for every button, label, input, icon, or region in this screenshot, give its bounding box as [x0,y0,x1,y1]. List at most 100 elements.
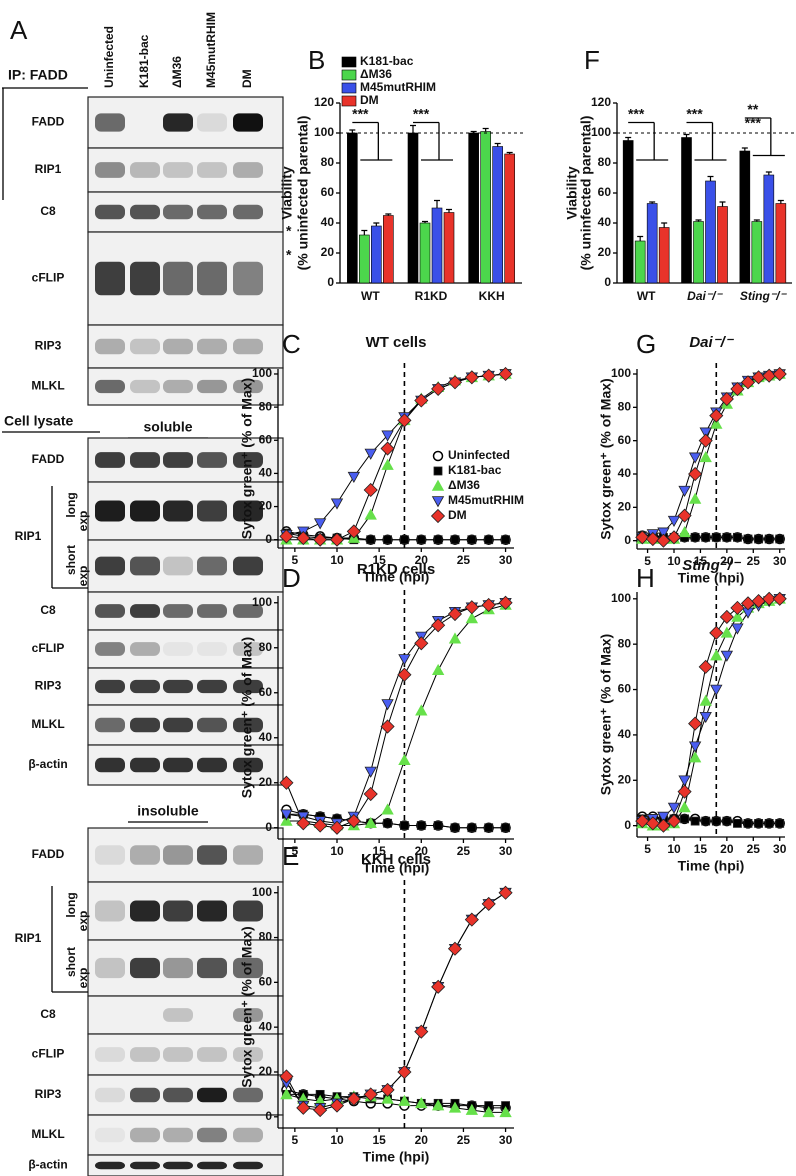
marker [709,625,724,640]
marker [329,820,345,835]
marker [380,719,395,734]
blot-band [130,604,160,618]
marker [398,753,411,766]
blot-band [130,900,160,922]
legend-label: K181-bac [360,54,414,68]
blot-band [163,679,193,694]
error-bar [695,219,702,222]
legend-label: M45mutRHIM [360,80,436,94]
error-bar [719,201,726,207]
x-axis-label: Time (hpi) [678,570,745,586]
error-bar [373,222,380,226]
blot-band [197,679,227,694]
error-bar [422,220,428,223]
marker [313,818,328,833]
y-tick-label: 100 [314,125,334,139]
marker [498,595,513,610]
error-bar [446,208,452,213]
marker [313,518,327,530]
bar [705,180,716,284]
lane-label: DM [240,69,254,88]
marker [711,532,721,542]
x-tick-label: 30 [773,842,787,856]
blot-band [233,1127,263,1143]
legend-label: K181-bac [448,463,502,477]
y-axis-label: (% uninfected parental) [295,116,311,271]
bar [646,203,658,284]
blot-band [95,556,125,576]
blot-band [197,338,227,355]
marker [722,816,732,826]
marker [296,530,311,546]
y-tick-label: 0 [624,818,631,832]
y-axis-label: Sytox green⁺ (% of Max) [239,637,255,798]
row-label: RIP3 [35,339,62,353]
marker [482,1105,495,1118]
blot-band [233,957,263,979]
x-tick-label: 20 [415,1133,429,1147]
blot-band [233,556,263,576]
x-tick-label: 10 [330,553,344,567]
y-tick-label: 0 [327,275,334,289]
blot-band [130,261,160,296]
blot-strip [87,1033,284,1076]
blot-band [95,604,125,618]
error-bar [741,147,748,151]
marker [381,458,394,470]
exposure-label: long [64,892,78,917]
marker [431,1099,445,1111]
legend-marker [431,479,445,491]
marker [678,775,691,787]
error-bar [661,222,668,228]
marker [698,659,713,674]
marker [731,623,744,635]
marker [329,532,345,547]
x-axis-label: Time (hpi) [363,569,430,585]
marker [719,391,734,407]
marker [346,813,361,829]
blot-band [233,642,263,656]
marker [775,818,785,828]
marker [699,427,712,439]
chart-title: R1KD cells [357,561,435,578]
marker [280,1088,293,1100]
y-tick-label: 60 [321,185,335,199]
blot-band [130,452,160,468]
blot-band [197,1047,227,1062]
error-bar [625,136,632,141]
marker [733,818,742,828]
blot-band [130,717,160,733]
legend-label: ΔM36 [360,67,392,81]
row-label: MLKL [31,717,64,731]
marker [722,532,732,542]
error-bar [361,229,368,235]
bar [383,215,394,284]
marker [772,591,787,606]
x-tick-label: 25 [457,553,471,567]
blot-band [130,1127,160,1143]
row-label: RIP3 [35,1087,62,1101]
blot-band [95,500,125,522]
bar [717,206,728,284]
blot-band [197,845,227,865]
marker [313,1103,328,1118]
marker [710,649,723,661]
legend-marker [432,450,444,462]
blot-band [130,957,160,979]
x-tick-label: R1KD [415,289,448,303]
marker [710,684,723,696]
marker [433,535,443,545]
marker [657,527,670,539]
marker [481,597,496,613]
bar [347,132,358,284]
row-label: cFLIP [32,641,65,655]
marker [279,529,294,544]
y-tick-label: 40 [259,466,273,480]
marker [330,498,344,510]
marker [764,818,774,828]
marker [431,618,446,633]
y-axis-label: (% uninfected parental) [578,116,594,271]
blot-band [197,204,227,220]
significance: *** [745,115,762,131]
marker [699,711,712,724]
